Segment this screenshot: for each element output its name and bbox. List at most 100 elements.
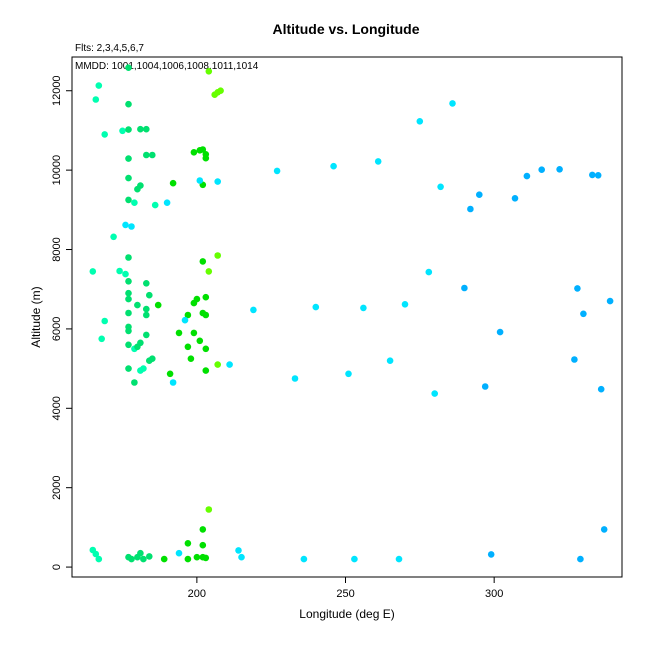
data-point [481,383,489,390]
data-point [401,301,409,308]
data-point [202,554,210,562]
data-point [416,118,424,125]
y-tick-label: 2000 [51,475,63,499]
data-point [184,311,192,319]
flights-annotation: Flts: 2,3,4,5,6,7 [75,43,144,54]
data-point [205,68,213,75]
data-point [511,195,519,202]
data-point [202,311,210,319]
data-point [125,64,132,71]
data-point [160,555,168,563]
data-point [580,310,587,318]
data-point [574,285,581,292]
x-tick-label: 200 [188,588,206,600]
data-point [437,183,444,191]
data-point [119,127,126,135]
data-point [128,555,135,563]
data-point [169,179,177,187]
data-point [101,317,108,325]
data-point [143,280,150,287]
data-point [205,506,213,513]
data-point [199,541,207,549]
data-point [175,329,183,337]
dates-annotation: MMDD: 1001,1004,1006,1008,1011,1014 [75,61,259,72]
data-point [137,182,144,189]
data-point [467,205,474,213]
data-point [476,191,483,198]
y-tick-label: 8000 [51,237,63,261]
x-axis: 200 250 300 [188,577,503,600]
data-point [101,131,108,138]
data-point [122,270,129,278]
data-point [175,549,183,557]
data-point [556,166,563,173]
data-point [149,151,156,159]
data-point [140,365,147,372]
data-point [110,233,117,241]
data-point [95,555,103,563]
y-axis: 0 2000 4000 6000 8000 10000 12000 [51,75,72,570]
data-point [181,316,189,324]
data-point [92,550,100,558]
data-point [166,370,174,378]
data-point [137,339,144,347]
data-point [146,553,153,560]
data-point [95,82,103,89]
data-point [196,337,204,345]
data-point [137,125,144,133]
data-point [199,258,207,265]
data-point [125,126,132,133]
data-point [128,223,135,230]
data-point [125,100,132,108]
x-axis-label: Longitude (deg E) [299,607,394,621]
data-point [140,555,147,563]
data-point [190,149,198,156]
data-point [202,293,210,301]
data-point [143,305,150,313]
data-point [449,100,456,107]
data-point [214,178,221,185]
data-point [151,201,159,209]
data-point [187,355,195,363]
data-point [571,356,578,363]
data-point [190,329,198,337]
data-point [461,284,468,292]
data-point [143,331,150,339]
data-point [523,172,531,180]
y-tick-label: 10000 [51,155,63,186]
data-point [214,252,221,259]
data-point [351,555,358,563]
x-tick-label: 300 [485,588,503,600]
data-point [312,303,320,311]
data-point [193,553,201,561]
data-point [196,177,204,184]
data-point [291,375,299,382]
data-point [300,555,308,563]
data-point [217,87,224,94]
data-point [146,291,153,299]
data-point [538,166,545,173]
data-point [125,341,132,349]
data-point [163,199,171,206]
data-point [360,304,367,312]
x-tick-label: 250 [336,588,354,600]
data-point [184,540,192,547]
y-tick-label: 12000 [51,75,63,106]
data-point [235,547,242,554]
chart-title: Altitude vs. Longitude [273,21,420,37]
data-point [125,309,132,317]
data-point [594,172,602,179]
data-points [89,64,614,563]
data-point [250,306,257,314]
data-point [386,357,394,365]
data-point [125,278,132,285]
data-point [184,343,192,351]
data-point [199,146,207,153]
y-tick-label: 4000 [51,396,63,420]
data-point [89,268,97,275]
data-point [143,125,150,133]
data-point [131,199,138,206]
data-point [577,555,584,563]
data-point [154,301,162,309]
